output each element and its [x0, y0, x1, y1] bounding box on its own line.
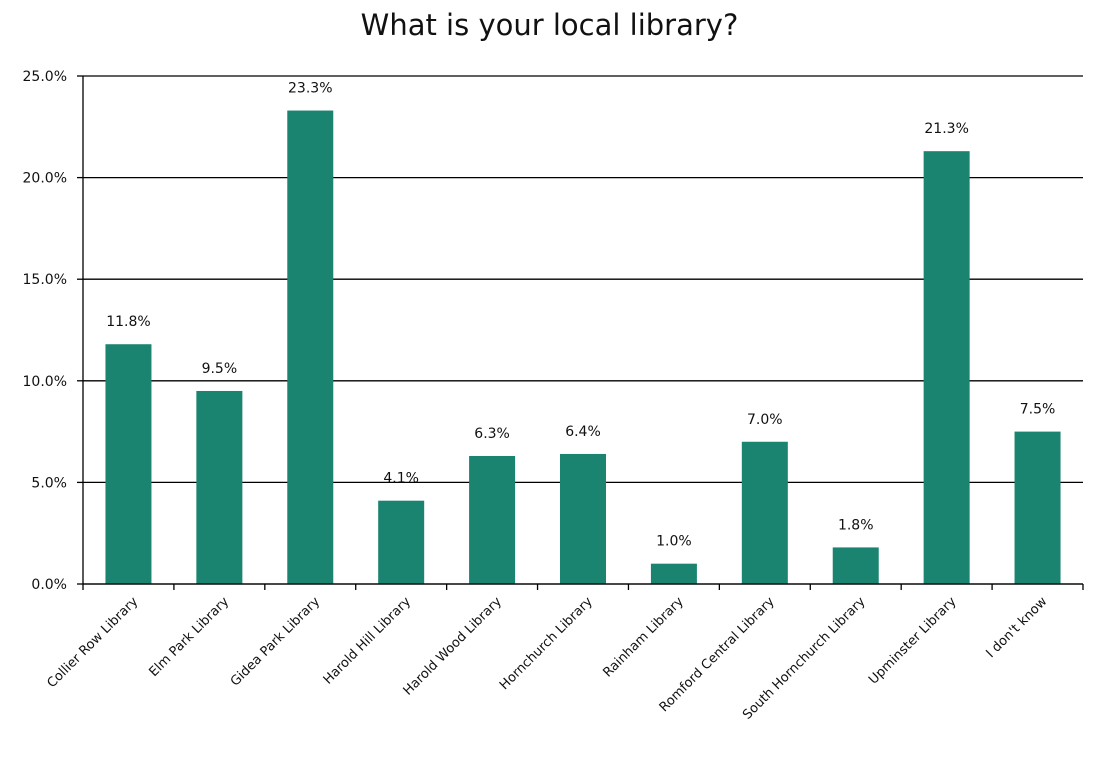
data-label: 6.4% [565, 424, 601, 440]
y-tick-label: 25.0% [23, 69, 67, 85]
data-labels: 11.8% 9.5% 23.3% 4.1% 6.3% 6.4% 1.0% 7.0% 1.8% 21… [106, 81, 1055, 550]
x-tick-label: Hornchurch Library [497, 594, 596, 693]
bar [741, 441, 788, 584]
x-tick-label: I don't know [983, 594, 1050, 661]
y-tick-label: 20.0% [23, 171, 67, 187]
bar [923, 151, 970, 584]
x-tick-label: Collier Row Library [44, 594, 141, 691]
bar [378, 500, 425, 584]
axes [82, 76, 1083, 585]
y-tick-label: 5.0% [31, 475, 67, 491]
data-label: 7.0% [747, 412, 783, 428]
bar [650, 563, 697, 584]
data-label: 4.1% [383, 471, 419, 487]
data-label: 9.5% [202, 361, 238, 377]
bars [105, 110, 1061, 584]
bar [560, 453, 606, 584]
data-label: 1.0% [656, 534, 692, 550]
bar [469, 455, 516, 584]
x-tick-label: Harold Wood Library [401, 594, 506, 699]
data-label: 1.8% [838, 517, 874, 533]
bar [287, 110, 334, 584]
bar [1014, 431, 1061, 584]
x-axis-ticks: Collier Row Library Elm Park LibraryGidea… [44, 584, 1084, 723]
y-tick-label: 0.0% [31, 577, 67, 593]
data-label: 23.3% [288, 81, 332, 97]
y-tick-label: 15.0% [23, 272, 67, 288]
bar [105, 344, 152, 584]
bar [196, 390, 243, 584]
chart-title: What is your local library? [360, 8, 739, 42]
data-label: 21.3% [924, 121, 968, 137]
y-tick-label: 10.0% [23, 374, 67, 390]
x-tick-label: Elm Park Library [146, 594, 232, 680]
data-label: 7.5% [1020, 402, 1056, 418]
x-tick-label: Harold Hill Library [321, 594, 415, 688]
x-tick-label: Gidea Park Library [228, 594, 323, 689]
x-tick-label: Rainham Library [600, 594, 686, 680]
data-label: 6.3% [474, 426, 510, 442]
data-label: 11.8% [106, 314, 150, 330]
y-axis-ticks: 0.0% 5.0% 10.0% 15.0% 20.0% 25.0% [23, 69, 83, 593]
x-tick-label: Upminster Library [866, 594, 960, 688]
bar [832, 547, 879, 584]
